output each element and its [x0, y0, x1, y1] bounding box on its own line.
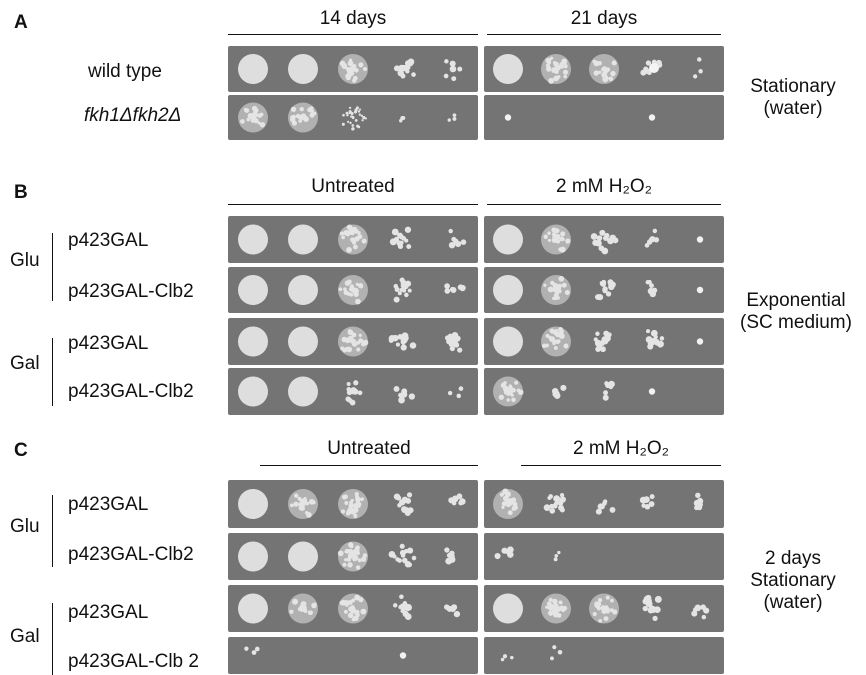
plate-strip	[228, 216, 478, 263]
panel-a-letter: A	[14, 12, 28, 33]
panel-a-row-label-1: wild type	[88, 61, 162, 82]
panel-a-condition-line-2: (water)	[763, 98, 823, 119]
plate-spots	[238, 102, 457, 133]
plate-spots	[500, 645, 563, 662]
panel-c-row-label-1: p423GAL	[68, 494, 149, 515]
plate-spots	[238, 541, 456, 572]
plate-spots	[244, 646, 407, 659]
plate-strip	[484, 95, 724, 140]
panel-c-group-glu: Glu	[10, 516, 40, 537]
panel-a-header-right-rule	[487, 34, 721, 35]
panel-c-row-label-2: p423GAL-Clb2	[68, 544, 194, 565]
panel-c-condition-line-2: Stationary	[750, 570, 836, 591]
plate-spots	[493, 376, 656, 407]
plate-spots	[238, 275, 466, 305]
plate-strip	[484, 46, 724, 92]
plate-spots	[493, 224, 704, 255]
panel-b-condition-line-2: (SC medium)	[740, 312, 852, 333]
panel-b-row-label-4: p423GAL-Clb2	[68, 381, 194, 402]
panel-b-group-glu-bar	[52, 233, 53, 301]
plate-strip	[228, 318, 478, 365]
panel-c-header-right-rule	[521, 465, 721, 466]
panel-b-header-right-rule	[487, 204, 721, 205]
panel-b-row-label-3: p423GAL	[68, 333, 149, 354]
panel-b-header-right: 2 mM H₂O₂	[555, 176, 653, 197]
panel-b-row-label-2: p423GAL-Clb2	[68, 281, 194, 302]
plate-spots	[238, 326, 463, 357]
panel-c-condition: 2 days Stationary (water)	[732, 548, 854, 614]
panel-b-group-glu: Glu	[10, 250, 40, 271]
panel-b-condition: Exponential (SC medium)	[728, 290, 864, 334]
plate-strip	[484, 533, 724, 580]
plate-spots	[238, 489, 466, 519]
plate-spots	[494, 546, 561, 562]
plate-strip	[484, 216, 724, 263]
plate-spots	[493, 326, 704, 357]
plate-spots	[238, 224, 467, 255]
plate-strip	[228, 585, 478, 632]
plate-spots	[493, 488, 704, 519]
plate-strip	[484, 318, 724, 365]
plate-strip	[228, 267, 478, 313]
panel-a-header-left: 14 days	[319, 8, 387, 29]
plate-strip	[484, 368, 724, 415]
plate-strip	[228, 533, 478, 580]
plate-spots	[493, 275, 704, 305]
plate-spots	[504, 114, 656, 121]
plate-strip	[228, 95, 478, 140]
panel-b-condition-line-1: Exponential	[746, 290, 846, 311]
panel-a-condition-line-1: Stationary	[750, 76, 836, 97]
panel-b-letter: B	[14, 182, 28, 203]
plate-spots	[493, 593, 710, 624]
panel-c-header-left-rule	[260, 465, 478, 466]
plate-spots	[238, 593, 461, 624]
panel-b-header-left-rule	[228, 204, 478, 205]
plate-strip	[484, 585, 724, 632]
panel-c-header-right: 2 mM H₂O₂	[572, 438, 670, 459]
plate-strip	[484, 480, 724, 528]
panel-c-row-label-3: p423GAL	[68, 602, 149, 623]
plate-strip	[228, 637, 478, 674]
plate-strip	[228, 480, 478, 528]
panel-b-header-left: Untreated	[311, 176, 395, 197]
panel-c-letter: C	[14, 440, 28, 461]
panel-b-row-label-1: p423GAL	[68, 230, 149, 251]
plate-strip	[484, 267, 724, 313]
panel-b-group-gal: Gal	[10, 353, 40, 374]
plate-spots	[238, 376, 464, 407]
panel-c-header-left: Untreated	[327, 438, 411, 459]
panel-c-condition-line-1: 2 days	[765, 548, 821, 569]
plate-spots	[238, 54, 463, 84]
panel-a-condition: Stationary (water)	[732, 76, 854, 120]
plate-strip	[228, 368, 478, 415]
panel-c-group-gal: Gal	[10, 626, 40, 647]
panel-a-row-label-2: fkh1Δfkh2Δ	[84, 105, 182, 126]
panel-a-header-left-rule	[228, 34, 478, 35]
plate-strip	[228, 46, 478, 92]
panel-a-header-right: 21 days	[570, 8, 638, 29]
plate-spots	[493, 54, 703, 84]
panel-b-group-gal-bar	[52, 338, 53, 406]
panel-c-condition-line-3: (water)	[763, 592, 823, 613]
panel-c-group-glu-bar	[52, 495, 53, 567]
plate-strip	[484, 637, 724, 674]
panel-c-group-gal-bar	[52, 603, 53, 675]
panel-c-row-label-4: p423GAL-Clb 2	[68, 651, 199, 672]
